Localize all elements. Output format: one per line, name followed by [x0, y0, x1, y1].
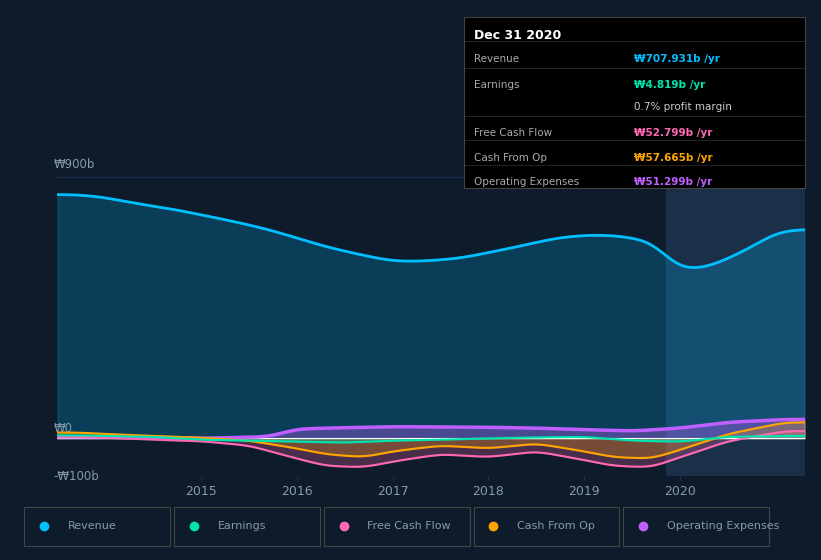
Bar [25, 507, 170, 546]
Text: Free Cash Flow: Free Cash Flow [474, 128, 553, 138]
Text: ₩900b: ₩900b [53, 158, 95, 171]
Text: Cash From Op: Cash From Op [517, 521, 594, 531]
Bar [623, 507, 769, 546]
Text: Operating Expenses: Operating Expenses [667, 521, 779, 531]
Text: ₩0: ₩0 [53, 422, 73, 435]
Bar [323, 507, 470, 546]
Bar [474, 507, 619, 546]
Text: Dec 31 2020: Dec 31 2020 [474, 29, 562, 42]
Text: ₩51.299b /yr: ₩51.299b /yr [635, 178, 713, 188]
Text: Earnings: Earnings [474, 80, 520, 90]
Text: Free Cash Flow: Free Cash Flow [367, 521, 451, 531]
Text: ₩707.931b /yr: ₩707.931b /yr [635, 54, 720, 64]
Text: Revenue: Revenue [67, 521, 117, 531]
Bar [666, 157, 805, 476]
Text: ₩4.819b /yr: ₩4.819b /yr [635, 80, 705, 90]
Bar [174, 507, 320, 546]
Text: ₩57.665b /yr: ₩57.665b /yr [635, 153, 713, 164]
Text: 0.7% profit margin: 0.7% profit margin [635, 102, 732, 112]
Text: -₩100b: -₩100b [53, 470, 99, 483]
Text: Revenue: Revenue [474, 54, 519, 64]
Text: Cash From Op: Cash From Op [474, 153, 547, 164]
Text: Earnings: Earnings [218, 521, 266, 531]
Text: Operating Expenses: Operating Expenses [474, 178, 580, 188]
Text: ₩52.799b /yr: ₩52.799b /yr [635, 128, 713, 138]
